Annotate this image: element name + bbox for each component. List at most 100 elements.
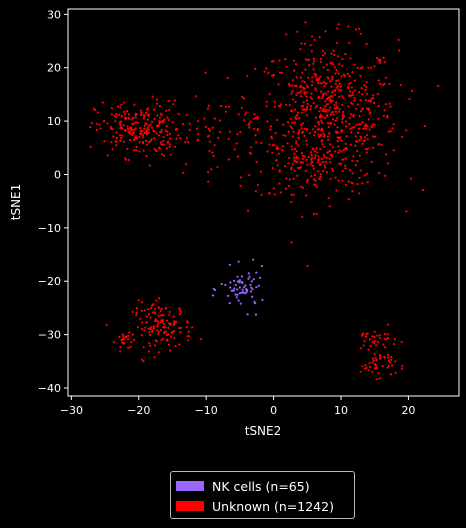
unknown-cell-point	[321, 143, 324, 146]
unknown-cell-point	[145, 112, 148, 115]
scatter-points	[89, 21, 440, 381]
nk-cell-point	[241, 291, 244, 294]
unknown-cell-point	[188, 122, 191, 125]
unknown-cell-point	[207, 170, 210, 174]
unknown-cell-point	[334, 110, 338, 113]
unknown-cell-point	[328, 106, 331, 109]
unknown-cell-point	[370, 98, 373, 101]
legend-item-unknown: Unknown (n=1242)	[176, 496, 354, 516]
unknown-cell-point	[345, 135, 348, 138]
unknown-cell-point	[375, 358, 378, 361]
unknown-cell-point	[337, 85, 340, 88]
unknown-cell-point	[160, 143, 163, 146]
unknown-cell-point	[337, 110, 341, 113]
unknown-cell-point	[328, 99, 331, 102]
unknown-cell-point	[336, 130, 339, 133]
unknown-cell-point	[329, 95, 333, 98]
unknown-cell-point	[182, 171, 185, 174]
unknown-cell-point	[350, 101, 353, 104]
nk-cell-point	[238, 286, 241, 289]
unknown-cell-point	[352, 93, 355, 96]
nk-cell-point	[255, 286, 258, 289]
unknown-cell-point	[292, 193, 295, 196]
unknown-cell-point	[378, 354, 381, 357]
unknown-cell-point	[172, 322, 175, 325]
unknown-cell-point	[236, 133, 239, 136]
unknown-cell-point	[103, 140, 106, 143]
unknown-cell-point	[147, 308, 150, 311]
unknown-cell-point	[278, 182, 281, 185]
unknown-cell-point	[365, 107, 369, 110]
x-tick-label: 20	[401, 404, 415, 417]
unknown-cell-point	[162, 322, 166, 326]
unknown-cell-point	[358, 154, 361, 157]
unknown-cell-point	[351, 91, 355, 94]
unknown-cell-point	[336, 55, 339, 58]
unknown-cell-point	[358, 139, 361, 142]
unknown-cell-point	[344, 183, 347, 186]
unknown-cell-point	[210, 168, 213, 171]
unknown-cell-point	[325, 114, 328, 118]
unknown-cell-point	[325, 63, 328, 66]
unknown-cell-point	[290, 145, 293, 148]
unknown-cell-point	[304, 21, 307, 24]
unknown-cell-point	[333, 93, 336, 96]
unknown-cell-point	[301, 161, 304, 164]
unknown-cell-point	[324, 160, 327, 164]
unknown-cell-point	[336, 126, 339, 129]
unknown-cell-point	[288, 178, 291, 181]
unknown-cell-point	[348, 75, 351, 78]
unknown-cell-point	[119, 134, 122, 137]
unknown-cell-point	[163, 330, 167, 333]
unknown-cell-point	[347, 87, 350, 90]
nk-cell-point	[237, 260, 240, 263]
unknown-cell-point	[378, 142, 381, 146]
unknown-cell-point	[405, 210, 408, 213]
unknown-cell-point	[348, 122, 351, 126]
unknown-cell-point	[304, 58, 307, 61]
unknown-cell-point	[353, 126, 356, 129]
unknown-cell-point	[139, 127, 142, 130]
unknown-cell-point	[155, 299, 158, 302]
unknown-cell-point	[340, 75, 343, 78]
unknown-cell-point	[305, 84, 309, 87]
nk-cell-point	[247, 277, 250, 280]
unknown-cell-point	[117, 105, 120, 108]
unknown-cell-point	[138, 150, 141, 153]
unknown-cell-point	[318, 35, 321, 39]
unknown-cell-point	[295, 155, 298, 158]
unknown-cell-point	[249, 120, 252, 123]
unknown-cell-point	[360, 93, 364, 96]
unknown-cell-point	[285, 177, 288, 180]
unknown-cell-point	[212, 154, 215, 158]
unknown-cell-point	[313, 38, 316, 42]
unknown-cell-point	[128, 130, 131, 133]
unknown-cell-point	[276, 118, 279, 122]
unknown-cell-point	[110, 107, 113, 110]
unknown-cell-point	[318, 110, 321, 113]
unknown-cell-point	[148, 164, 151, 167]
unknown-cell-point	[153, 344, 157, 347]
unknown-cell-point	[254, 190, 257, 193]
unknown-cell-point	[282, 134, 285, 137]
unknown-cell-point	[372, 146, 375, 149]
unknown-cell-point	[196, 139, 199, 142]
unknown-cell-point	[129, 127, 132, 130]
unknown-cell-point	[325, 82, 328, 85]
unknown-cell-point	[260, 141, 263, 145]
unknown-cell-point	[349, 57, 352, 60]
unknown-cell-point	[408, 97, 411, 100]
x-axis-label: tSNE2	[245, 424, 282, 438]
nk-cell-point	[237, 299, 240, 302]
nk-cell-point	[252, 258, 255, 261]
unknown-cell-point	[246, 74, 249, 77]
nk-cell-point	[244, 292, 247, 295]
unknown-cell-point	[148, 342, 151, 345]
unknown-cell-point	[306, 264, 309, 268]
unknown-cell-point	[291, 79, 295, 82]
unknown-cell-point	[267, 71, 270, 75]
unknown-cell-point	[329, 80, 332, 83]
unknown-cell-point	[343, 74, 346, 77]
unknown-cell-point	[216, 166, 219, 169]
unknown-cell-point	[352, 114, 355, 117]
